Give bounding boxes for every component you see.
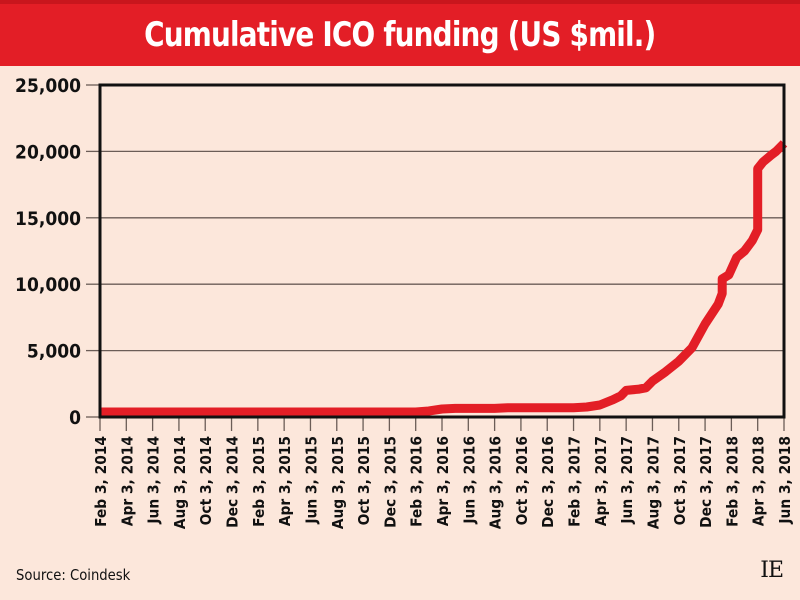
x-tick-label: Jun 3, 2015 [304, 436, 321, 525]
y-tick-label: 20,000 [15, 142, 81, 164]
x-axis: Feb 3, 2014 Apr 3, 2014 Jun 3, 2014 Aug 3, … [94, 417, 795, 529]
grid-lines [100, 150, 784, 352]
title-bar: Cumulative ICO funding (US $mil.) [0, 0, 800, 66]
x-tick-label: Oct 3, 2016 [514, 436, 531, 525]
x-tick-label: Feb 3, 2018 [725, 436, 742, 527]
x-tick-label: Feb 3, 2015 [251, 436, 268, 527]
x-tick-label: Feb 3, 2014 [94, 436, 111, 527]
x-tick-label: Dec 3, 2014 [225, 436, 242, 528]
x-tick-label: Jun 3, 2017 [620, 436, 637, 525]
publisher-logo: IE [760, 558, 784, 583]
y-axis: 0 5,000 10,000 15,000 20,000 25,000 [15, 75, 100, 429]
x-tick-label: Jun 3, 2016 [462, 436, 479, 525]
y-tick-label: 15,000 [15, 208, 81, 230]
y-tick-label: 10,000 [15, 274, 81, 296]
x-tick-label: Aug 3, 2015 [330, 436, 347, 529]
x-tick-label: Oct 3, 2015 [357, 436, 374, 525]
x-tick-label: Feb 3, 2017 [567, 436, 584, 527]
y-tick-label: 0 [69, 407, 81, 429]
x-tick-label: Dec 3, 2017 [699, 436, 716, 528]
x-tick-label: Apr 3, 2016 [436, 436, 453, 526]
x-tick-label: Oct 3, 2014 [199, 436, 216, 525]
source-label: Source: Coindesk [16, 566, 131, 584]
x-tick-label: Apr 3, 2017 [593, 436, 610, 526]
x-tick-label: Aug 3, 2014 [172, 436, 189, 529]
plot-frame [98, 83, 786, 419]
x-tick-label: Dec 3, 2016 [541, 436, 558, 528]
x-tick-label: Aug 3, 2017 [646, 436, 663, 529]
x-tick-label: Apr 3, 2014 [120, 436, 137, 526]
y-tick-label: 25,000 [15, 75, 81, 97]
x-tick-label: Dec 3, 2015 [383, 436, 400, 528]
series-line [100, 140, 788, 417]
series-group [100, 140, 788, 417]
x-tick-label: Feb 3, 2016 [409, 436, 426, 527]
y-tick-label: 5,000 [27, 341, 81, 363]
x-tick-label: Jun 3, 2014 [146, 436, 163, 525]
x-tick-label: Aug 3, 2016 [488, 436, 505, 529]
x-tick-label: Apr 3, 2018 [751, 436, 768, 526]
x-tick-label: Jun 3, 2018 [778, 436, 795, 525]
x-tick-label: Oct 3, 2017 [672, 436, 689, 525]
x-tick-label: Apr 3, 2015 [278, 436, 295, 526]
chart-title: Cumulative ICO funding (US $mil.) [144, 15, 656, 55]
